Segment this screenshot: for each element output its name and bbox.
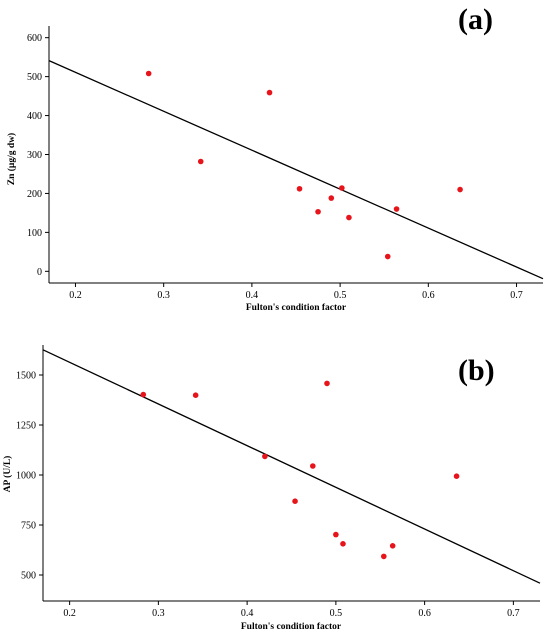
x-tick-label: 0.2 [63,608,76,619]
x-tick-label: 0.5 [330,608,343,619]
y-tick-label: 300 [27,150,42,161]
x-tick-label: 0.7 [510,290,523,301]
y-ticks-b: 500 750 1000 1250 1500 [16,371,43,582]
y-tick-label: 500 [21,571,36,582]
data-point [296,185,303,192]
x-tick-label: 0.2 [69,290,82,301]
panel-label-a: (a) [458,3,493,36]
data-point [384,253,391,260]
y-tick-label: 1250 [16,421,36,432]
x-tick-label: 0.4 [246,290,259,301]
x-tick-label: 0.6 [418,608,431,619]
data-points-b [140,380,460,560]
data-point [262,453,268,460]
data-point [145,70,152,77]
y-tick-label: 0 [37,267,42,278]
x-tick-label: 0.6 [422,290,435,301]
data-point [192,392,199,399]
data-point [333,531,339,538]
x-axis-title-b: Fulton's condition factor [241,622,342,632]
x-tick-label: 0.4 [241,608,254,619]
y-tick-label: 400 [27,111,42,122]
data-points-a [145,70,463,260]
data-point [315,208,321,215]
x-ticks-a: 0.2 0.3 0.4 0.5 0.6 0.7 [69,283,523,301]
y-tick-label: 1000 [16,471,36,482]
data-point [457,186,463,193]
data-point [266,89,273,96]
y-tick-label: 100 [27,228,42,239]
data-point [340,541,346,547]
data-point [346,214,352,221]
y-tick-label: 500 [27,72,42,83]
panel-label-b: (b) [458,354,495,387]
data-point [389,543,396,549]
regression-line-b [42,349,541,584]
y-tick-label: 750 [21,521,36,532]
x-tick-label: 0.7 [507,608,520,619]
data-point [339,185,345,191]
data-point [292,498,298,505]
data-point [140,391,147,398]
regression-line-a [48,60,544,280]
data-point [324,380,330,387]
data-point [310,463,316,469]
y-tick-label: 600 [27,33,42,44]
x-tick-label: 0.3 [152,608,165,619]
y-axis-title-b: AP (U/L) [2,456,13,493]
x-tick-label: 0.3 [157,290,170,301]
y-tick-label: 200 [27,189,42,200]
x-tick-label: 0.5 [334,290,347,301]
data-point [197,158,204,165]
data-point [381,553,387,560]
data-point [393,206,400,212]
y-ticks-a: 0 100 200 300 400 500 600 [27,33,49,278]
data-point [453,473,460,480]
data-point [328,195,335,201]
y-tick-label: 1500 [16,371,36,382]
x-axis-title-a: Fulton's condition factor [246,303,347,313]
y-axis-title-a: Zn (µg/g dw) [6,133,17,185]
x-ticks-b: 0.2 0.3 0.4 0.5 0.6 0.7 [63,601,520,619]
